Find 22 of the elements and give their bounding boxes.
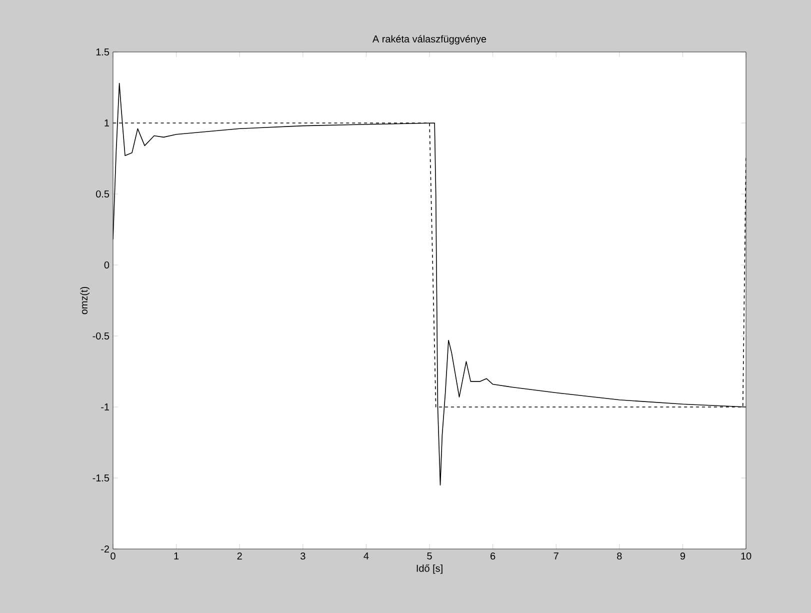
- x-tick-label: 9: [680, 552, 686, 560]
- chart-title: A rakéta válaszfüggvénye: [372, 35, 486, 44]
- y-tick-label: -1: [101, 404, 110, 410]
- y-tick-label: 0: [104, 261, 110, 269]
- x-tick-label: 2: [237, 552, 242, 560]
- y-tick-label: 1.5: [96, 48, 110, 56]
- y-tick-label: -0.5: [92, 332, 110, 340]
- x-tick-label: 10: [741, 552, 752, 560]
- x-axis-title: Idő [s]: [416, 564, 442, 574]
- x-tick-label: 4: [364, 552, 369, 560]
- x-tick-label: 8: [617, 552, 622, 560]
- x-tick-label: 3: [300, 552, 306, 560]
- y-tick-label: -1.5: [92, 474, 110, 482]
- y-axis-title: omz(t): [80, 286, 90, 314]
- x-tick-label: 5: [427, 552, 432, 560]
- x-tick-label: 6: [490, 552, 496, 560]
- y-tick-label: -2: [101, 546, 109, 552]
- x-tick-label: 7: [554, 552, 558, 560]
- x-tick-label: 0: [110, 552, 116, 560]
- x-tick-label: 1: [174, 552, 179, 560]
- y-tick-label: 1: [104, 120, 110, 126]
- y-tick-label: 0.5: [96, 190, 110, 198]
